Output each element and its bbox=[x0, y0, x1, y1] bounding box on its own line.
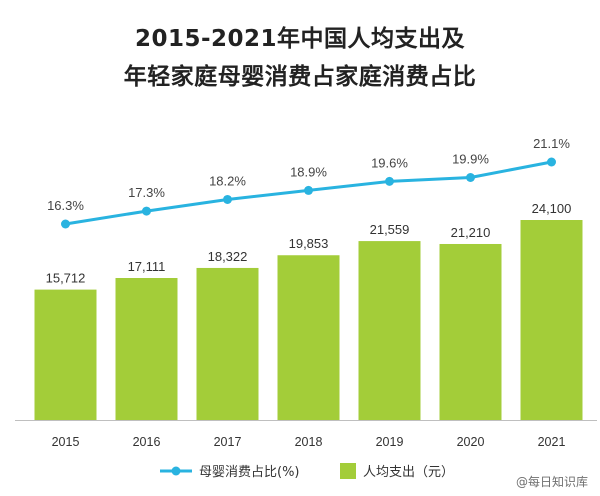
bar-label-2019: 21,559 bbox=[370, 222, 410, 237]
line-labels-layer: 16.3% 17.3% 18.2% 18.9% 19.6% 19.9% 21.1% bbox=[47, 136, 570, 213]
bar-label-2016: 17,111 bbox=[128, 259, 166, 274]
legend-label-spending: 人均支出（元） bbox=[363, 465, 454, 480]
bar-2018 bbox=[277, 255, 340, 420]
line-label-2019: 19.6% bbox=[371, 155, 408, 170]
line-point-2021 bbox=[547, 157, 556, 167]
bar-label-2015: 15,712 bbox=[46, 271, 86, 286]
line-point-2017 bbox=[223, 194, 232, 204]
bar-labels-layer: 15,712 17,111 18,322 19,853 21,559 21,210 24,1… bbox=[46, 201, 572, 286]
bar-2020 bbox=[439, 243, 502, 420]
bar-2015 bbox=[34, 289, 97, 420]
line-points-layer bbox=[61, 157, 556, 229]
legend-label-share: 母婴消费占比(%) bbox=[199, 465, 300, 480]
line-point-2018 bbox=[304, 185, 313, 195]
bar-label-2018: 19,853 bbox=[289, 236, 329, 251]
x-tick-2018: 2018 bbox=[295, 435, 323, 449]
x-tick-2015: 2015 bbox=[52, 435, 80, 449]
line-label-2015: 16.3% bbox=[47, 198, 84, 213]
bar-label-2020: 21,210 bbox=[451, 225, 491, 240]
x-tick-2017: 2017 bbox=[214, 435, 242, 449]
line-point-2019 bbox=[385, 176, 394, 186]
x-tick-2016: 2016 bbox=[133, 435, 161, 449]
line-label-2016: 17.3% bbox=[128, 185, 165, 200]
bar-label-2021: 24,100 bbox=[532, 201, 572, 216]
bar-2021 bbox=[520, 220, 583, 420]
bar-2016 bbox=[115, 278, 178, 420]
bar-2019 bbox=[358, 241, 421, 420]
bar-2017 bbox=[196, 267, 259, 420]
line-label-2017: 18.2% bbox=[209, 173, 246, 188]
legend-bar-swatch bbox=[340, 463, 356, 479]
line-label-2021: 21.1% bbox=[533, 136, 570, 151]
chart-title: 2015-2021年中国人均支出及 年轻家庭母婴消费占家庭消费占比 bbox=[0, 20, 600, 96]
legend-line-marker bbox=[171, 466, 181, 476]
bars-layer bbox=[34, 220, 583, 420]
line-point-2020 bbox=[466, 173, 475, 182]
x-tick-2021: 2021 bbox=[538, 435, 566, 449]
x-tick-2020: 2020 bbox=[457, 435, 485, 449]
line-point-2015 bbox=[61, 219, 70, 229]
chart-title-line-2: 年轻家庭母婴消费占家庭消费占比 bbox=[123, 64, 477, 90]
watermark: @每日知识库 bbox=[515, 475, 588, 489]
legend: 母婴消费占比(%) 人均支出（元） bbox=[160, 463, 454, 480]
x-tick-labels: 2015 2016 2017 2018 2019 2020 2021 bbox=[52, 435, 566, 449]
bar-label-2017: 18,322 bbox=[208, 249, 248, 264]
chart-title-line-1: 2015-2021年中国人均支出及 bbox=[134, 26, 466, 52]
x-tick-2019: 2019 bbox=[376, 435, 404, 449]
line-point-2016 bbox=[142, 206, 151, 216]
line-label-2018: 18.9% bbox=[290, 164, 327, 179]
line-label-2020: 19.9% bbox=[452, 152, 489, 167]
